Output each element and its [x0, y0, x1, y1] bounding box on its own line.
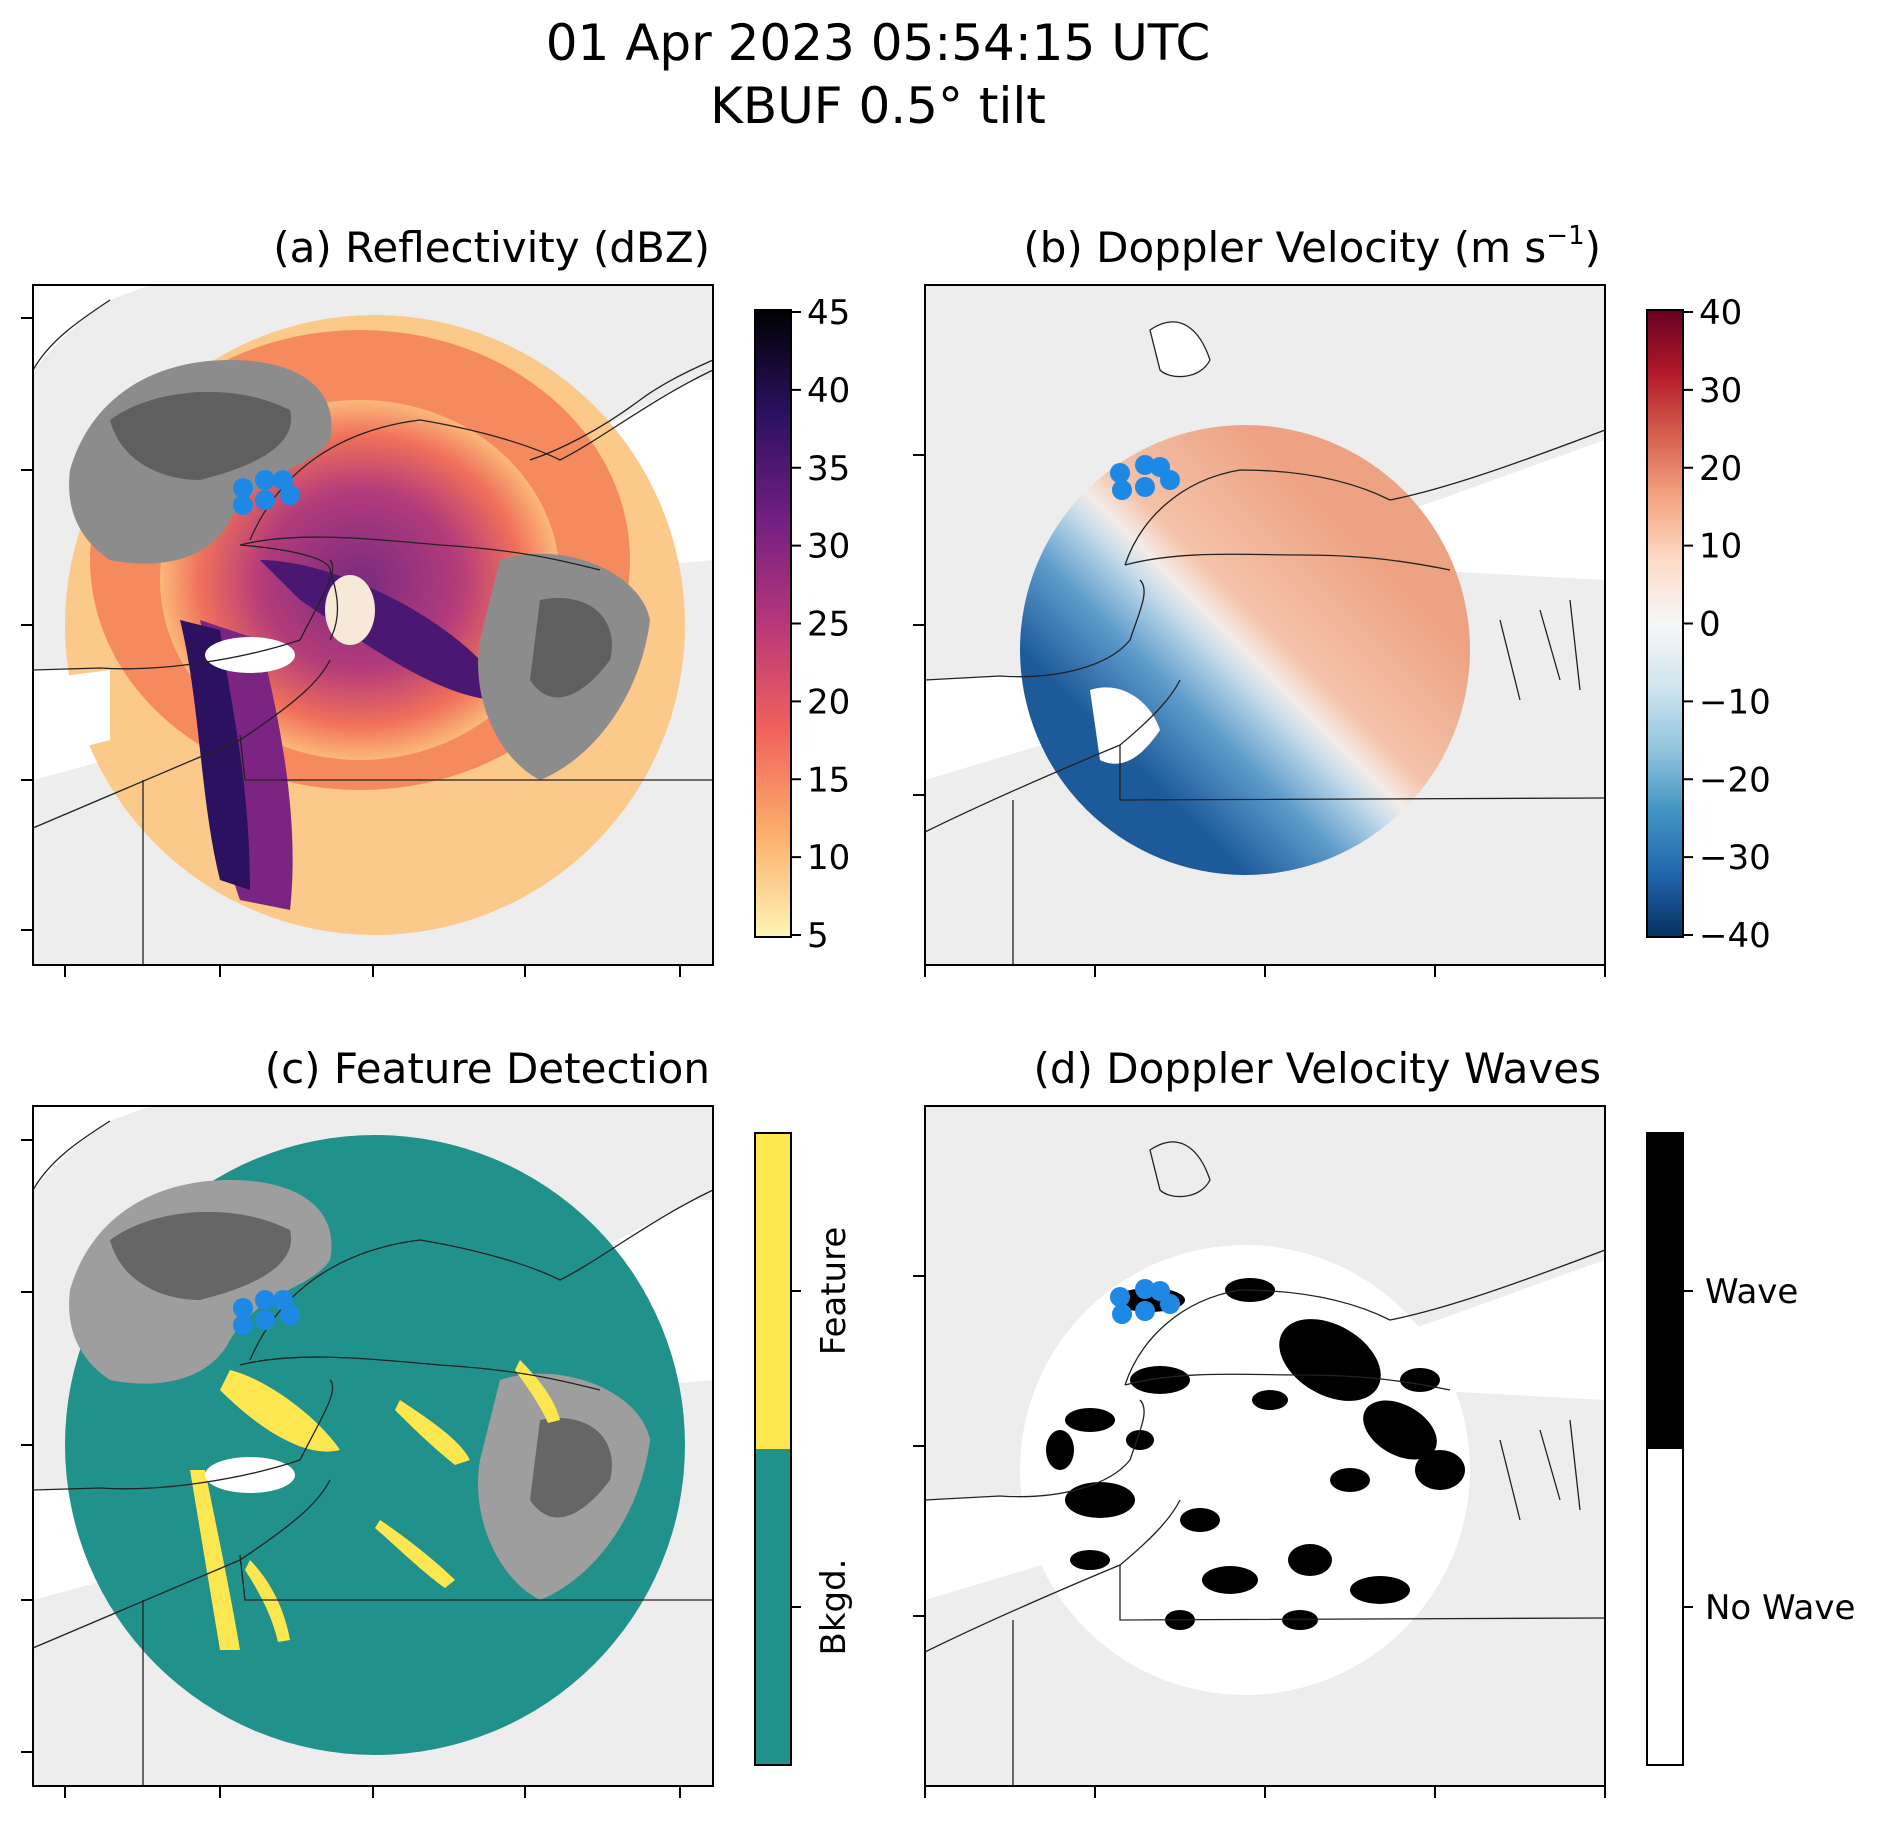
colorbar-tick-label: 35 — [807, 449, 850, 489]
feat-station-markers — [233, 1290, 300, 1335]
colorbar-tick-label: 20 — [807, 682, 850, 722]
colorbar-nowave-label: No Wave — [1705, 1588, 1855, 1628]
colorbar-tick-label: 5 — [807, 916, 829, 956]
colorbar-wave-label: Wave — [1705, 1272, 1798, 1312]
colorbar-tick-label: 10 — [807, 838, 850, 878]
panel-c-colorbar: Feature Bkgd. — [754, 1132, 854, 1766]
panel-a: (a) Reflectivity (dBZ) — [21, 223, 850, 977]
colorbar-tick-label: 0 — [1699, 605, 1721, 645]
panel-b-colorbar-ticks: 40 30 20 10 0 −10 −20 −30 −40 — [1683, 293, 1771, 956]
panel-d-colorbar: Wave No Wave — [1646, 1132, 1855, 1766]
map-boundaries — [33, 299, 713, 965]
colorbar-tick-label: −40 — [1699, 916, 1771, 956]
colorbar-bkgd-swatch — [755, 1449, 791, 1765]
colorbar-tick-label: 30 — [807, 527, 850, 567]
figure-title-line2: KBUF 0.5° tilt — [710, 77, 1046, 135]
panel-b-map — [925, 285, 1605, 965]
colorbar-tick-label: −30 — [1699, 838, 1771, 878]
wave-station-markers — [1110, 1279, 1180, 1324]
colorbar-tick-label: −20 — [1699, 760, 1771, 800]
panel-a-colorbar — [754, 309, 792, 938]
colorbar-tick-label: 25 — [807, 605, 850, 645]
panel-b: (b) Doppler Velocity (m s−1) — [913, 221, 1771, 977]
panel-c-ticks — [21, 1139, 681, 1798]
colorbar-tick-label: 15 — [807, 760, 850, 800]
colorbar-feature-swatch — [755, 1133, 791, 1449]
panel-a-ticks — [21, 317, 681, 977]
colorbar-tick-label: 45 — [807, 293, 850, 333]
panel-b-ticks — [913, 454, 1606, 977]
colorbar-tick-label: 10 — [1699, 527, 1742, 567]
map-boundaries-c — [33, 1120, 713, 1786]
panel-d-map — [925, 1106, 1605, 1786]
panel-d-ticks — [913, 1275, 1606, 1798]
colorbar-tick-label: 40 — [1699, 293, 1742, 333]
colorbar-tick-label: 30 — [1699, 371, 1742, 411]
panel-d: (d) Doppler Velocity Waves — [913, 1044, 1855, 1798]
panel-c: (c) Feature Detection — [21, 1044, 854, 1798]
colorbar-bkgd-label: Bkgd. — [814, 1559, 854, 1656]
panel-a-colorbar-ticks: 45 40 35 30 25 20 15 10 5 — [791, 293, 850, 956]
colorbar-feature-label: Feature — [814, 1227, 854, 1355]
reflectivity-field — [65, 315, 685, 935]
panel-d-title: (d) Doppler Velocity Waves — [1033, 1044, 1601, 1093]
map-boundaries-d — [925, 1141, 1605, 1786]
panel-a-map — [33, 285, 713, 965]
map-boundaries-b — [925, 321, 1605, 965]
ref-station-markers — [233, 470, 300, 515]
colorbar-wave-swatch — [1647, 1133, 1683, 1449]
vel-station-markers — [1110, 455, 1180, 500]
velocity-field — [1020, 425, 1470, 875]
colorbar-tick-label: −10 — [1699, 682, 1771, 722]
panel-b-colorbar — [1646, 309, 1684, 938]
colorbar-tick-label: 40 — [807, 371, 850, 411]
wave-field — [1020, 1245, 1470, 1695]
colorbar-nowave-swatch — [1647, 1449, 1683, 1765]
colorbar-tick-label: 20 — [1699, 449, 1742, 489]
panel-b-title: (b) Doppler Velocity (m s−1) — [1023, 221, 1601, 272]
panel-a-title: (a) Reflectivity (dBZ) — [273, 223, 710, 272]
figure-title-line1: 01 Apr 2023 05:54:15 UTC — [546, 14, 1211, 72]
feature-field — [65, 1135, 685, 1755]
panel-c-map — [33, 1106, 713, 1786]
land-ontario-north — [33, 285, 150, 370]
panel-c-title: (c) Feature Detection — [265, 1044, 710, 1093]
